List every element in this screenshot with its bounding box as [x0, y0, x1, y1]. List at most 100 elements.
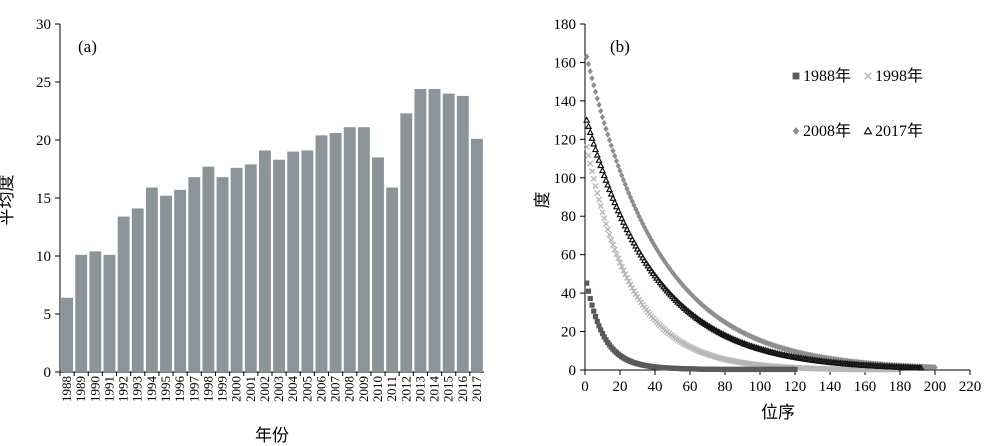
- bar: [61, 297, 74, 372]
- data-point: [602, 220, 610, 228]
- data-point: [584, 280, 590, 286]
- data-point: [611, 246, 618, 253]
- bar: [188, 177, 201, 372]
- data-point: [636, 213, 642, 220]
- data-point: [591, 308, 597, 314]
- data-point: [632, 242, 640, 249]
- x-tick-label: 2005: [299, 376, 314, 402]
- bar: [400, 113, 413, 372]
- data-point: [607, 190, 615, 197]
- y-tick-label: 60: [561, 248, 576, 264]
- data-point: [592, 88, 599, 96]
- data-point: [601, 119, 607, 127]
- data-point: [608, 236, 615, 243]
- data-point: [585, 288, 592, 294]
- data-point: [699, 349, 706, 356]
- bar: [89, 251, 102, 372]
- x-tick-label: 120: [784, 379, 807, 395]
- data-point: [645, 230, 651, 238]
- data-point: [630, 287, 638, 295]
- data-point: [615, 162, 621, 170]
- data-point: [592, 313, 599, 320]
- bar: [117, 216, 130, 372]
- y-tick-label: 40: [561, 286, 576, 302]
- data-point: [618, 214, 626, 222]
- data-point: [917, 364, 925, 371]
- x-tick-label: 1994: [144, 376, 159, 403]
- data-point: [625, 278, 632, 285]
- data-point: [635, 248, 643, 255]
- x-tick-label: 1988: [59, 376, 74, 402]
- data-point: [627, 194, 634, 201]
- data-point: [623, 274, 631, 282]
- data-point: [599, 209, 606, 216]
- data-point: [792, 366, 798, 373]
- y-tick-label: 120: [554, 132, 577, 148]
- y-tick-label: 180: [554, 17, 577, 33]
- data-point: [599, 330, 606, 337]
- data-point: [597, 202, 604, 210]
- x-tick-label: 2016: [455, 376, 470, 403]
- legend-label: 1988年: [803, 67, 851, 85]
- x-tick-label: 80: [718, 379, 733, 395]
- data-point: [633, 245, 642, 252]
- data-point: [609, 194, 617, 201]
- panel-a-xlabel: 年份: [255, 426, 289, 445]
- bar: [301, 150, 314, 372]
- legend-label: 2008年: [803, 122, 851, 140]
- x-tick-label: 2003: [271, 376, 286, 402]
- data-point: [595, 156, 603, 163]
- bar: [202, 166, 215, 372]
- y-tick-label: 30: [36, 17, 51, 33]
- x-tick-label: 1991: [101, 376, 116, 402]
- data-point: [608, 142, 614, 149]
- data-point: [605, 131, 611, 138]
- x-tick-label: 220: [959, 379, 982, 395]
- scatter-chart-panel: (b) 度 位序 0 20 40 60 80 100 120 140 160 180 0 20 40 60…: [533, 17, 981, 422]
- data-point: [616, 210, 624, 218]
- x-tick-label: 1990: [87, 376, 102, 402]
- data-point: [583, 143, 590, 151]
- data-point: [619, 172, 625, 179]
- x-tick-label: 2014: [427, 376, 442, 403]
- data-point: [697, 348, 704, 355]
- data-point: [628, 235, 636, 243]
- data-point: [596, 101, 602, 108]
- bar: [470, 138, 483, 372]
- data-point: [613, 250, 620, 258]
- bar: [428, 88, 441, 373]
- legend-marker: [863, 126, 873, 135]
- x-tick-label: 2001: [243, 376, 258, 402]
- x-tick-label: 2006: [313, 376, 328, 403]
- data-point: [621, 221, 629, 229]
- x-tick-label: 160: [854, 379, 877, 395]
- data-point: [584, 53, 590, 60]
- y-tick-label: 20: [36, 133, 51, 149]
- x-tick-label: 200: [924, 379, 947, 395]
- panel-b-xlabel: 位序: [761, 403, 795, 422]
- x-tick-label: 1998: [200, 376, 215, 402]
- legend-marker: [792, 127, 800, 135]
- x-tick-label: 20: [613, 379, 628, 395]
- x-tick-label: 1996: [172, 376, 187, 403]
- bar: [216, 177, 229, 372]
- x-tick-label: 1989: [73, 376, 88, 402]
- data-point: [630, 238, 638, 246]
- x-tick-label: 2002: [257, 376, 272, 402]
- data-point: [612, 202, 621, 210]
- data-point: [620, 267, 627, 274]
- bar: [329, 133, 342, 372]
- data-point: [609, 241, 617, 248]
- x-tick-label: 2010: [370, 376, 385, 402]
- data-point: [627, 281, 634, 288]
- data-point: [604, 226, 611, 233]
- data-point: [590, 140, 598, 147]
- data-point: [603, 125, 609, 133]
- y-tick-label: 80: [561, 209, 576, 225]
- data-point: [611, 198, 619, 206]
- data-point: [588, 168, 596, 175]
- data-point: [622, 271, 629, 278]
- x-tick-label: 2009: [356, 376, 371, 402]
- data-point: [610, 147, 616, 154]
- data-point: [622, 181, 628, 188]
